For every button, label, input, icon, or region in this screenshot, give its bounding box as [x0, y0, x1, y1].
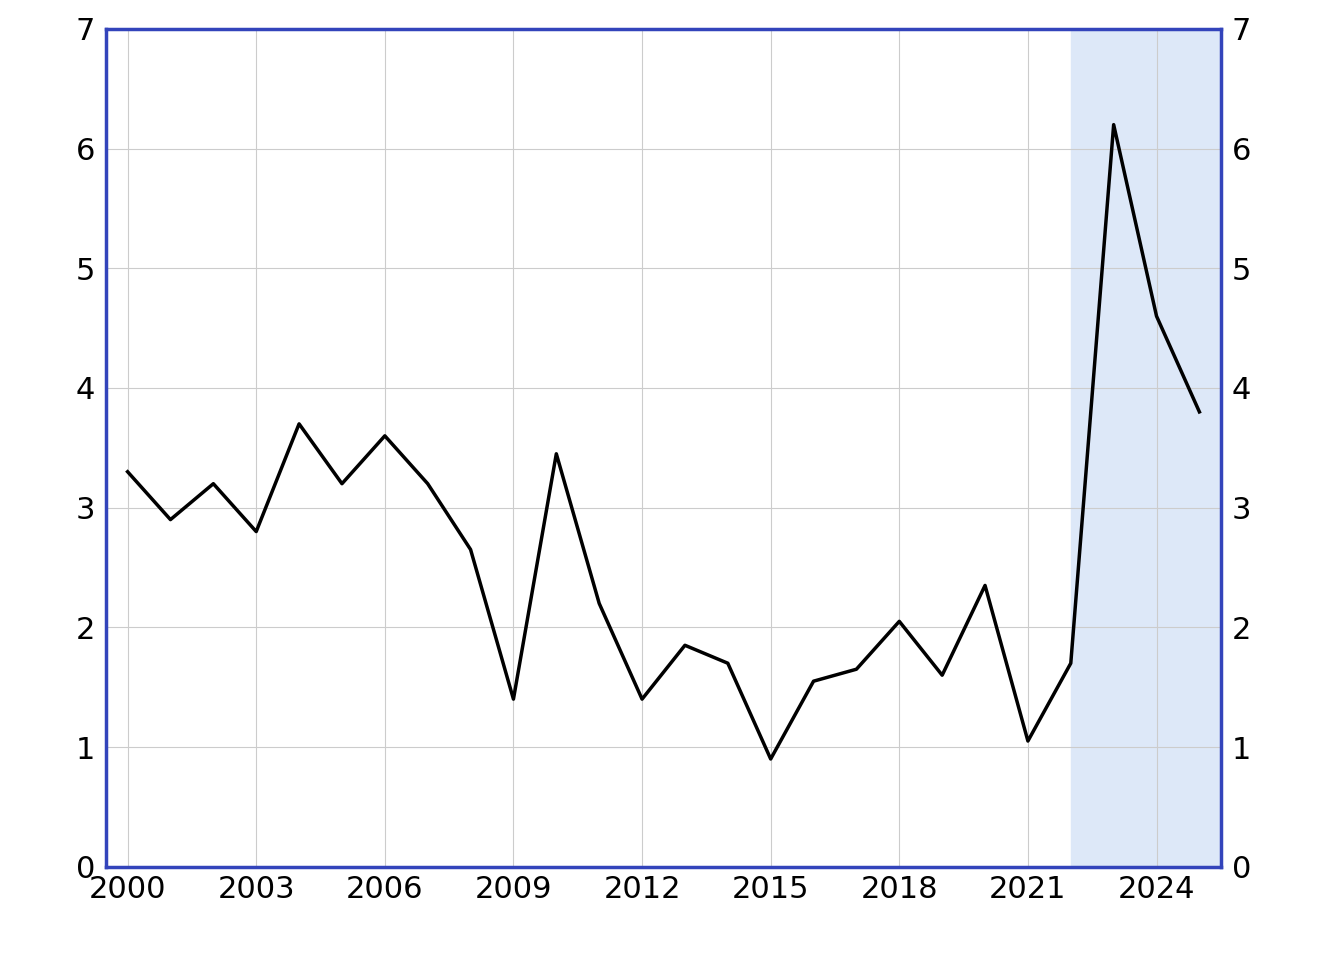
Bar [1071, 29, 1221, 867]
